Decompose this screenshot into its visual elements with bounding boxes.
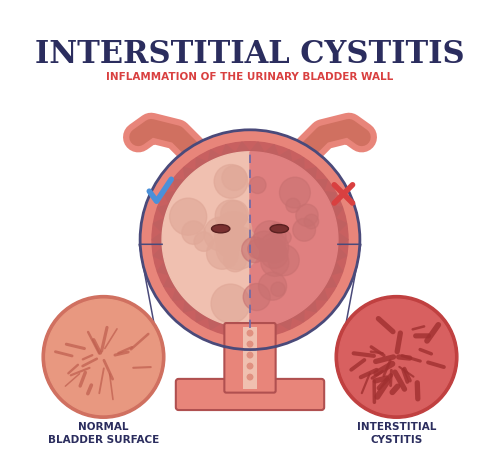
Circle shape <box>280 177 310 208</box>
Bar <box>242 327 258 389</box>
Circle shape <box>254 221 286 253</box>
Circle shape <box>242 237 268 263</box>
Circle shape <box>304 214 318 229</box>
Circle shape <box>218 235 240 257</box>
Circle shape <box>248 239 267 259</box>
Circle shape <box>335 296 458 418</box>
Text: INTERSTITIAL
CYSTITIS: INTERSTITIAL CYSTITIS <box>357 422 436 445</box>
Circle shape <box>243 283 270 311</box>
Circle shape <box>248 363 252 369</box>
Circle shape <box>194 232 214 251</box>
Ellipse shape <box>212 225 230 233</box>
Circle shape <box>248 374 252 380</box>
Circle shape <box>262 238 285 262</box>
Circle shape <box>216 227 259 270</box>
Circle shape <box>293 219 316 241</box>
Circle shape <box>46 299 161 415</box>
Polygon shape <box>152 142 348 337</box>
Circle shape <box>215 200 247 232</box>
Circle shape <box>261 248 289 276</box>
Circle shape <box>220 201 248 228</box>
Text: NORMAL
BLADDER SURFACE: NORMAL BLADDER SURFACE <box>48 422 159 445</box>
Circle shape <box>270 222 284 236</box>
Circle shape <box>296 204 318 227</box>
Ellipse shape <box>270 225 288 233</box>
Text: INTERSTITIAL CYSTITIS: INTERSTITIAL CYSTITIS <box>35 39 465 70</box>
Polygon shape <box>162 152 250 328</box>
Circle shape <box>214 165 248 198</box>
Circle shape <box>286 198 300 212</box>
Circle shape <box>204 217 238 251</box>
Circle shape <box>214 221 246 252</box>
Circle shape <box>152 142 348 338</box>
Circle shape <box>250 231 280 261</box>
Circle shape <box>211 284 250 323</box>
Circle shape <box>260 241 288 269</box>
Text: INFLAMMATION OF THE URINARY BLADDER WALL: INFLAMMATION OF THE URINARY BLADDER WALL <box>106 72 394 82</box>
Circle shape <box>218 236 238 257</box>
Circle shape <box>224 249 246 272</box>
Circle shape <box>258 272 286 300</box>
FancyBboxPatch shape <box>176 379 324 410</box>
Circle shape <box>249 177 266 193</box>
Circle shape <box>259 233 288 263</box>
Circle shape <box>140 130 360 350</box>
Circle shape <box>42 296 165 418</box>
Circle shape <box>170 198 206 235</box>
Circle shape <box>216 212 252 247</box>
Circle shape <box>206 237 238 269</box>
Circle shape <box>248 352 252 358</box>
Circle shape <box>268 245 299 276</box>
Circle shape <box>271 282 285 297</box>
Circle shape <box>222 166 247 191</box>
FancyBboxPatch shape <box>224 323 276 393</box>
Circle shape <box>248 330 252 336</box>
Circle shape <box>339 299 454 415</box>
Circle shape <box>248 342 252 347</box>
Circle shape <box>182 221 206 245</box>
Circle shape <box>278 231 291 244</box>
Polygon shape <box>250 152 338 328</box>
